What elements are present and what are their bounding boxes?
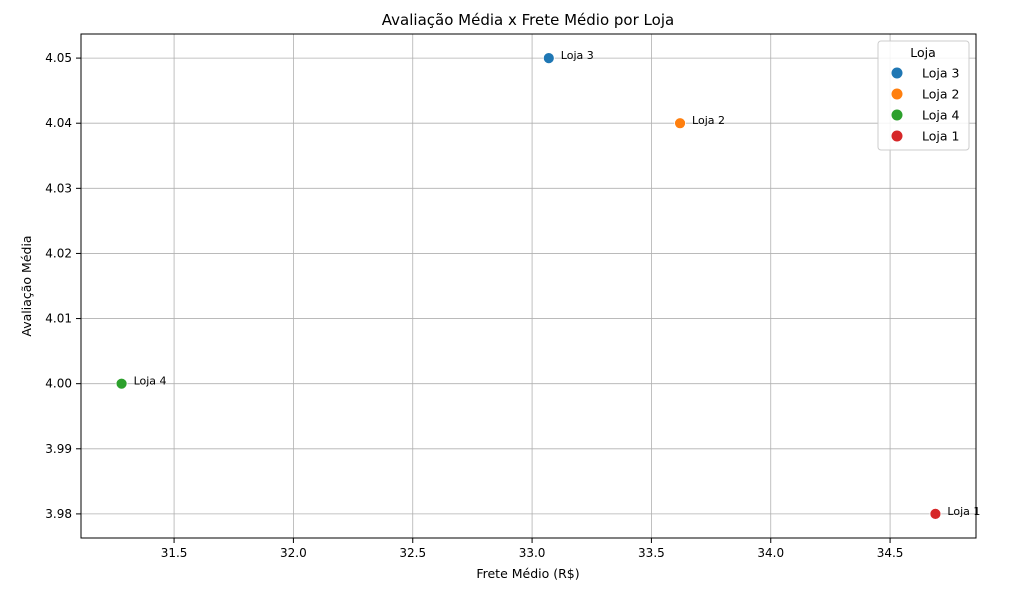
legend-title: Loja [910,45,936,60]
data-point [542,52,555,64]
y-tick-label: 4.01 [45,312,72,326]
legend-entry-label: Loja 1 [922,129,959,144]
y-tick-label: 4.05 [45,51,72,65]
legend-marker [891,109,903,121]
plot-area-frame [80,33,977,539]
legend-entry-label: Loja 3 [922,66,959,81]
x-tick-label: 34.5 [877,546,904,560]
x-tick-label: 32.5 [399,546,426,560]
grid-lines [81,34,976,538]
legend-marker [891,130,903,142]
legend-box [877,40,970,151]
legend-entry-label: Loja 2 [922,87,959,102]
x-tick-label: 33.0 [519,546,546,560]
legend-marker [891,67,903,79]
legend-items: Loja 3 Loja 2 Loja 4 Loja 1 [891,66,959,144]
legend: Loja Loja 3 Loja 2 Loja 4 Loja 1 [877,40,970,151]
legend-entry-label: Loja 4 [922,108,959,123]
data-point [929,508,942,520]
data-point [674,117,686,130]
y-tick-label: 3.98 [45,507,72,521]
point-label: Loja 4 [134,375,167,388]
y-tick-label: 4.03 [45,181,72,195]
point-label: Loja 3 [561,49,594,62]
data-point [115,377,128,390]
y-tick-label: 4.02 [45,246,72,260]
y-tick-label: 4.00 [45,377,72,391]
y-tick-label: 4.04 [45,116,72,130]
point-labels: Loja 3 Loja 2 Loja 4 Loja 1 [134,49,981,518]
x-axis-label: Frete Médio (R$) [476,566,579,581]
point-label: Loja 1 [947,505,980,518]
axis-ticks: 31.5 32.0 32.5 33.0 33.5 34.0 34.5 3.98 3.99 4.00… [45,51,903,560]
legend-marker [891,88,903,100]
x-tick-label: 34.0 [757,546,784,560]
x-tick-label: 32.0 [280,546,307,560]
point-label: Loja 2 [692,114,725,127]
y-tick-label: 3.99 [45,442,72,456]
x-tick-label: 31.5 [161,546,188,560]
y-axis-label: Avaliação Média [19,235,34,336]
data-points [115,52,942,520]
chart-title: Avaliação Média x Frete Médio por Loja [382,11,674,29]
x-tick-label: 33.5 [638,546,665,560]
